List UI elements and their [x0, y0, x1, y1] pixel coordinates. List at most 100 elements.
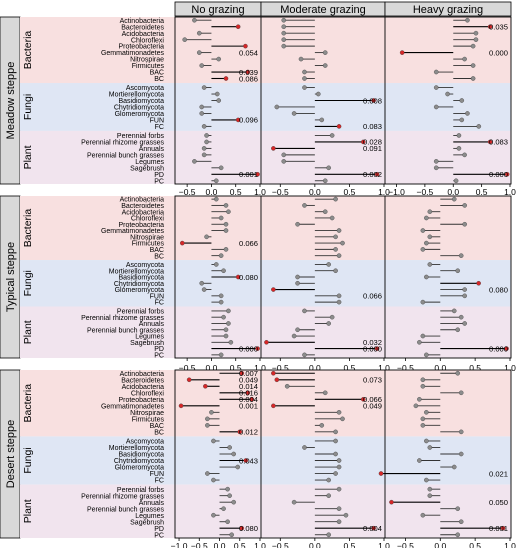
lollipop-point: [336, 486, 342, 492]
item-label: Bacteroidetes: [121, 203, 164, 210]
lollipop-point: [420, 377, 426, 383]
lollipop-point: [417, 340, 422, 345]
lollipop-point: [455, 370, 461, 376]
item-label: Legumes: [135, 334, 164, 341]
lollipop-point: [424, 438, 429, 444]
lollipop-point: [295, 327, 300, 333]
x-tick-label: 1.0: [254, 541, 266, 548]
item-label: BC: [154, 253, 164, 260]
lollipop-point: [281, 43, 287, 49]
item-label: BC: [154, 76, 164, 83]
item-label: Gemmatimonadetes: [101, 50, 165, 57]
group-band-0-1: [20, 83, 511, 131]
lollipop-point: [227, 445, 232, 450]
x-tick-label: −1.0: [388, 187, 405, 197]
lollipop-point: [465, 17, 470, 23]
item-label: BAC: [150, 423, 164, 430]
x-tick-label: 0.5: [469, 363, 481, 373]
lollipop-point: [205, 471, 210, 476]
x-tick-label: −0.5: [397, 541, 414, 548]
item-label: PC: [154, 178, 164, 185]
lollipop-point: [281, 152, 287, 158]
lollipop-point: [199, 111, 205, 116]
lollipop-point: [329, 133, 335, 138]
lollipop-point: [453, 178, 459, 184]
item-label: FC: [155, 478, 164, 485]
lollipop-point: [413, 403, 419, 409]
item-label: FUN: [150, 471, 164, 478]
group-label-0-1: Fungi: [22, 94, 34, 120]
item-label: BAC: [150, 247, 164, 254]
lollipop-point: [271, 146, 276, 151]
lollipop-point: [223, 203, 229, 208]
lollipop-point: [281, 37, 287, 42]
lollipop-point: [243, 43, 248, 49]
p-value-label: 0.049: [239, 376, 258, 385]
item-label: Firmicutes: [132, 63, 165, 70]
x-tick-label: −0.5: [397, 363, 414, 373]
lollipop-point: [451, 196, 457, 202]
p-value-label: 0.004: [239, 395, 258, 404]
lollipop-point: [221, 314, 226, 320]
lollipop-point: [223, 228, 229, 233]
lollipop-point: [218, 352, 224, 358]
lollipop-point: [179, 240, 185, 246]
lollipop-point: [196, 30, 202, 36]
lollipop-point: [218, 165, 224, 171]
lollipop-point: [214, 91, 220, 97]
item-label: PD: [154, 526, 164, 533]
x-tick-label: −0.5: [272, 363, 289, 373]
lollipop-point: [226, 321, 231, 326]
lollipop-point: [255, 171, 260, 177]
lollipop-point: [199, 280, 205, 286]
lollipop-point: [420, 228, 426, 233]
lollipop-point: [221, 268, 226, 274]
item-label: Nitrospirae: [130, 234, 164, 241]
lollipop-point: [218, 215, 224, 221]
lollipop-point: [231, 451, 236, 457]
p-value-label: 0.066: [363, 395, 382, 404]
p-value-label: 0.091: [363, 144, 382, 153]
lollipop-point: [204, 234, 209, 240]
p-value-label: 0.000: [489, 170, 508, 179]
item-label: Mortierellomycota: [109, 268, 164, 275]
lollipop-point: [199, 63, 205, 68]
p-value-label: 0.001: [239, 402, 258, 411]
lollipop-point: [319, 423, 325, 428]
group-label-0-0: Bacteria: [22, 31, 34, 70]
p-value-label: 0.001: [239, 170, 258, 179]
item-label: FC: [155, 124, 164, 131]
panel-frame-1: [174, 195, 512, 359]
lollipop-point: [420, 247, 426, 252]
lollipop-point: [333, 438, 338, 444]
lollipop-point: [322, 390, 328, 396]
lollipop-point: [218, 293, 224, 299]
p-value-label: 0.086: [239, 74, 258, 83]
item-label: FUN: [150, 118, 164, 125]
lollipop-point: [271, 287, 276, 292]
lollipop-point: [205, 423, 210, 428]
p-value-label: 0.000: [363, 344, 382, 353]
lollipop-point: [302, 69, 307, 75]
lollipop-point: [302, 85, 307, 90]
item-label: Perennial forbs: [117, 309, 165, 316]
lollipop-point: [427, 234, 433, 240]
lollipop-point: [374, 171, 380, 177]
item-label: Acidobacteria: [122, 209, 165, 216]
lollipop-point: [336, 519, 342, 525]
item-label: Gemmatimonadetes: [101, 403, 165, 410]
lollipop-point: [326, 493, 331, 498]
lollipop-point: [322, 178, 328, 184]
p-value-label: 0.028: [363, 138, 382, 147]
lollipop-point: [216, 56, 222, 62]
lollipop-point: [456, 133, 462, 138]
lollipop-point: [239, 525, 245, 531]
item-label: Ascomycota: [126, 439, 164, 446]
lollipop-point: [473, 30, 479, 36]
lollipop-point: [343, 512, 349, 518]
lollipop-point: [333, 196, 338, 202]
item-label: FUN: [150, 293, 164, 300]
x-tick-label: 0.5: [344, 187, 356, 197]
lollipop-point: [302, 308, 307, 314]
lollipop-point: [223, 76, 229, 81]
